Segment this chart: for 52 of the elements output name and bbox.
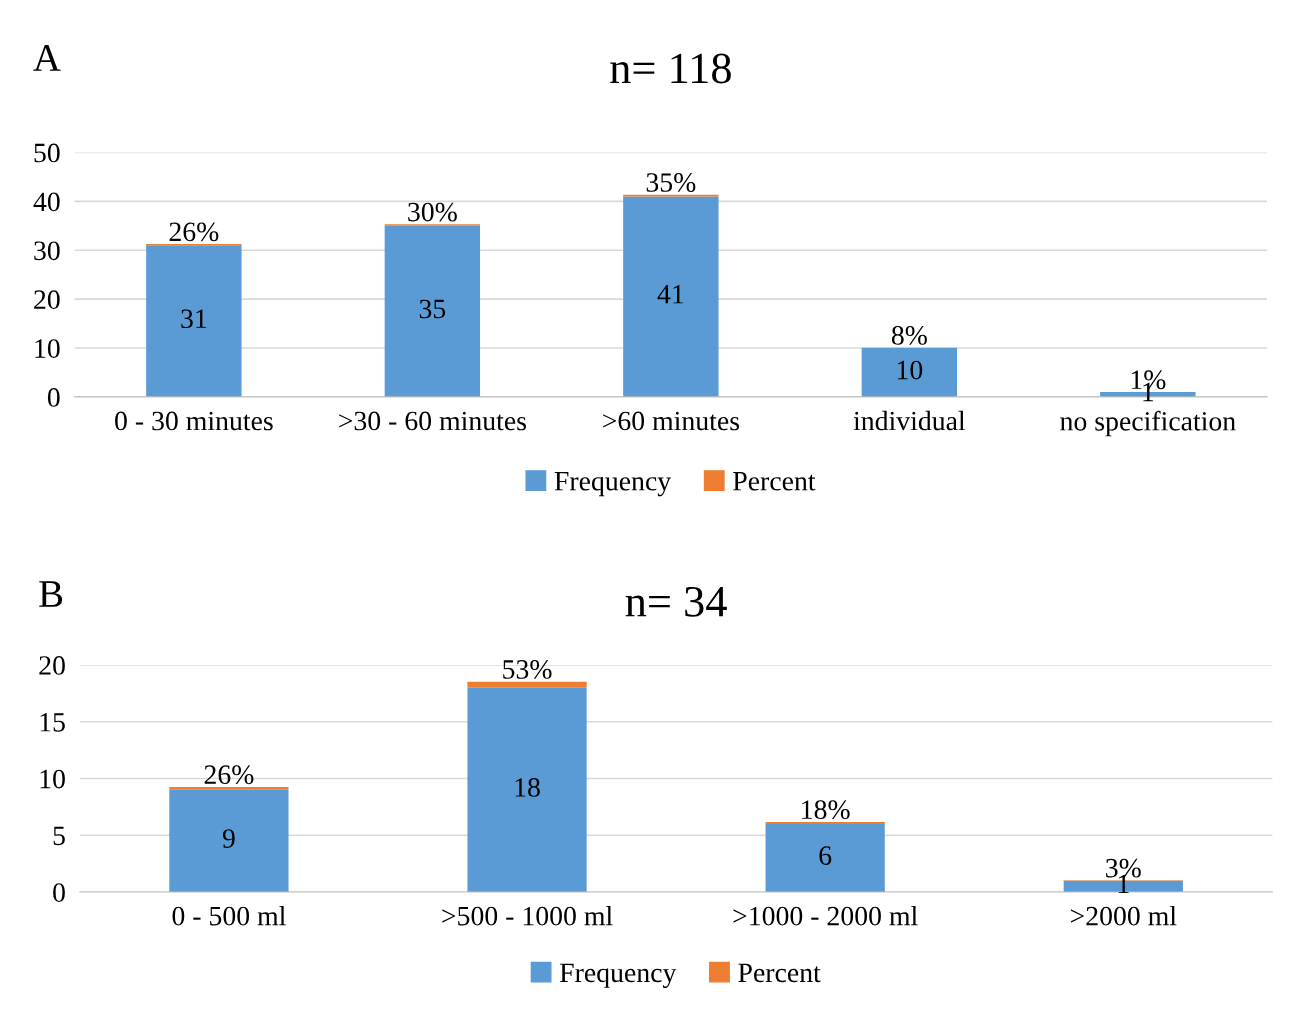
data-label: 9 <box>222 829 235 848</box>
data-label: 6 <box>819 846 832 865</box>
text: A <box>33 45 61 71</box>
y-tick-label: 10 <box>40 769 65 789</box>
data-label: 41 <box>657 285 684 304</box>
data-label: 35% <box>646 173 696 192</box>
x-tick-label: 0 - 30 minutes <box>115 411 273 431</box>
y-tick-label: 20 <box>39 656 65 675</box>
y-tick-label: 10 <box>35 339 60 358</box>
bar <box>169 789 289 893</box>
y-tick-label: 0 <box>53 883 65 902</box>
data-label: 18 <box>515 778 540 797</box>
bar <box>765 823 885 893</box>
data-label: 18% <box>802 800 850 820</box>
y-tick-label: 5 <box>53 826 65 846</box>
bar <box>169 786 289 790</box>
data-label: 31 <box>181 309 207 329</box>
x-tick-label: >60 minutes <box>603 411 740 431</box>
legend-label: Frequency <box>554 472 672 497</box>
x-tick-label: >30 - 60 minutes <box>339 411 526 431</box>
x-tick-label: 0 - 500 ml <box>172 905 286 926</box>
data-label: 53% <box>503 660 552 679</box>
x-tick-label: >500 - 1000 ml <box>442 905 613 926</box>
legend-label: Percent <box>738 963 821 983</box>
y-tick-label: 30 <box>34 241 60 261</box>
y-tick-label: 0 <box>47 388 60 407</box>
data-label: 26% <box>169 222 219 242</box>
x-tick-label: >1000 - 2000 ml <box>733 905 918 926</box>
data-label: 26% <box>204 765 254 785</box>
bar <box>623 196 719 397</box>
data-label: 10 <box>897 360 923 380</box>
x-tick-label: individual <box>853 410 966 431</box>
bar <box>146 245 242 397</box>
y-tick-label: 40 <box>33 192 60 212</box>
bar <box>384 225 481 397</box>
data-label: 35 <box>419 299 446 319</box>
bar <box>467 687 587 893</box>
x-tick-label: no specification <box>1060 410 1236 437</box>
chart-title: n= 34 <box>625 586 727 617</box>
y-tick-label: 15 <box>40 713 65 732</box>
chart-title: n= 118 <box>610 53 731 84</box>
x-tick-label: >2000 ml <box>1070 905 1177 926</box>
bar <box>765 821 885 824</box>
data-label: 30% <box>408 202 457 222</box>
y-tick-label: 50 <box>34 143 60 163</box>
bar <box>467 681 587 688</box>
bar <box>861 348 958 397</box>
text: B <box>39 581 63 607</box>
legend-label: Percent <box>733 472 816 491</box>
legend-label: Frequency <box>559 963 677 988</box>
y-tick-label: 20 <box>34 290 60 310</box>
data-label: 8% <box>891 326 927 345</box>
